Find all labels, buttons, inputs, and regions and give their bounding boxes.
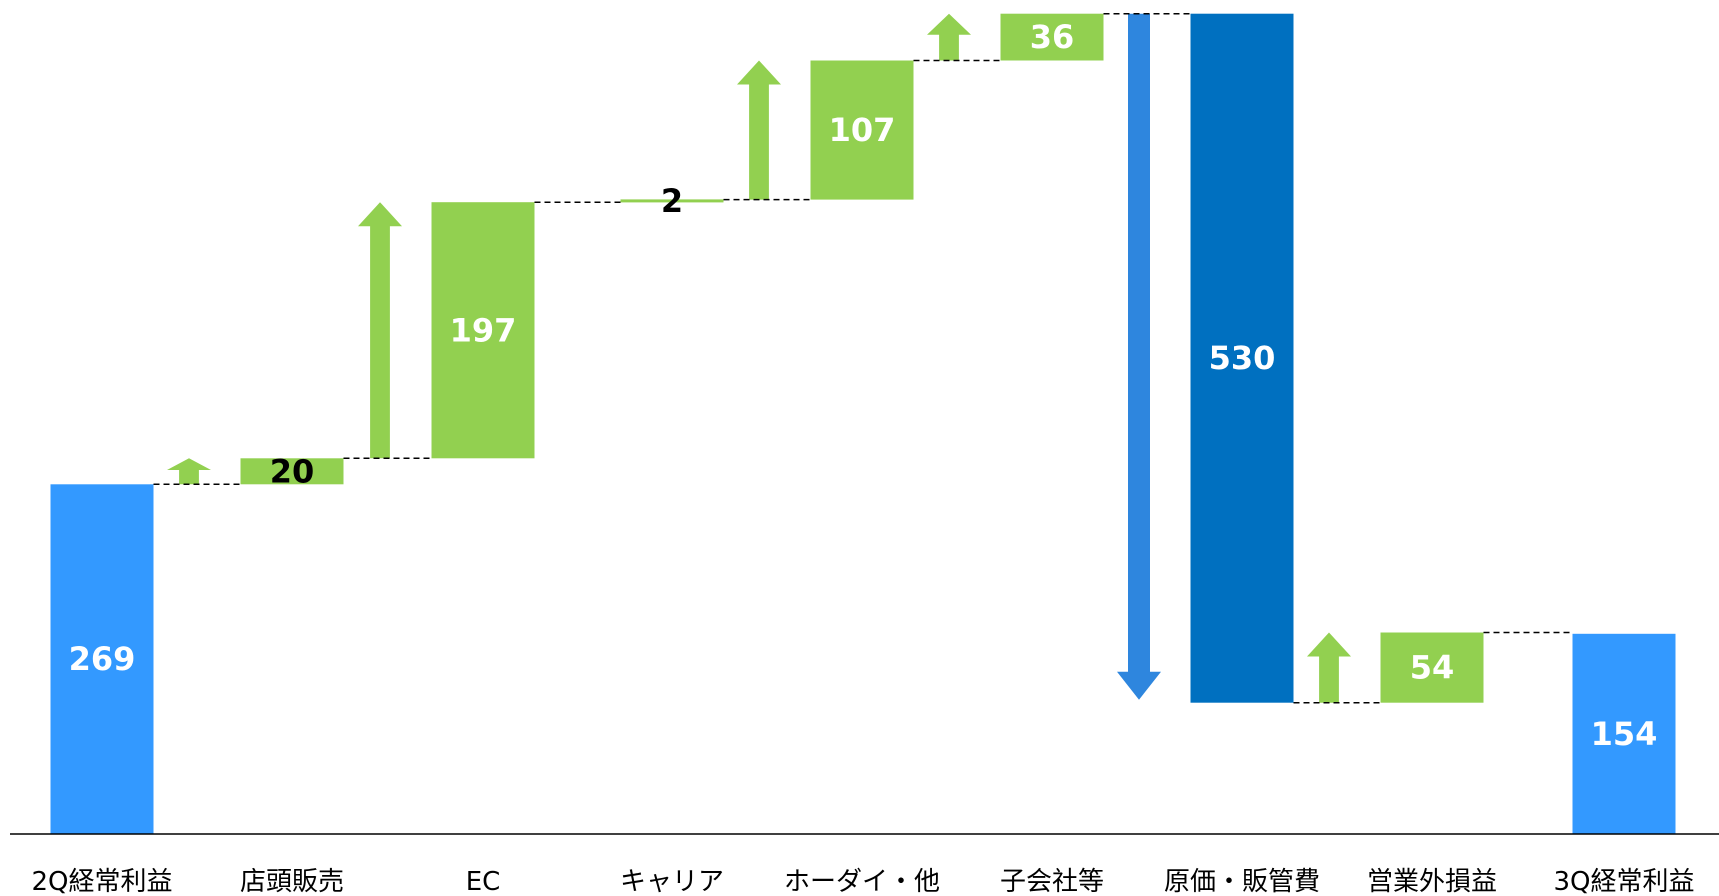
category-label-2: EC bbox=[466, 867, 501, 896]
bar-5 bbox=[1000, 13, 1104, 61]
increase-arrow-2 bbox=[358, 202, 402, 459]
bar-6 bbox=[1190, 13, 1294, 703]
bar-3 bbox=[620, 199, 724, 203]
bar-4 bbox=[810, 60, 914, 200]
bar-7 bbox=[1380, 632, 1484, 703]
increase-arrow-7 bbox=[1307, 632, 1351, 703]
category-label-7: 営業外損益 bbox=[1367, 867, 1497, 896]
category-label-6: 原価・販管費 bbox=[1164, 867, 1320, 896]
connectors-layer bbox=[153, 12, 1573, 704]
category-label-1: 店頭販売 bbox=[240, 867, 344, 896]
value-label-1: 20 bbox=[270, 452, 315, 490]
bar-2 bbox=[431, 202, 535, 459]
category-labels-layer: 2Q経常利益 店頭販売 EC キャリア ホーダイ・他 子会社等 原価・販管費 営業外損益 3Q経… bbox=[31, 867, 1694, 896]
bar-1 bbox=[240, 458, 344, 485]
increase-arrow-5 bbox=[927, 13, 971, 61]
category-label-3: キャリア bbox=[620, 867, 724, 896]
bar-8 bbox=[1572, 633, 1676, 834]
decrease-arrow-6 bbox=[1117, 13, 1161, 700]
value-label-7: 54 bbox=[1410, 649, 1455, 687]
value-label-0: 269 bbox=[69, 640, 136, 678]
category-label-4: ホーダイ・他 bbox=[784, 867, 940, 896]
value-labels-layer: 269 20 197 2 107 36 530 54 154 bbox=[69, 18, 1658, 753]
value-label-2: 197 bbox=[450, 311, 517, 349]
value-label-3: 2 bbox=[661, 182, 683, 220]
increase-arrow-4 bbox=[737, 60, 781, 200]
value-label-4: 107 bbox=[829, 111, 896, 149]
category-label-5: 子会社等 bbox=[1000, 867, 1104, 896]
value-label-5: 36 bbox=[1030, 18, 1075, 56]
value-label-8: 154 bbox=[1591, 715, 1658, 753]
increase-arrow-1 bbox=[167, 458, 211, 485]
bar-0 bbox=[50, 484, 154, 834]
value-label-6: 530 bbox=[1209, 339, 1276, 377]
arrows-layer bbox=[167, 13, 1351, 703]
bars-layer bbox=[50, 13, 1676, 834]
category-label-8: 3Q経常利益 bbox=[1553, 867, 1694, 896]
category-label-0: 2Q経常利益 bbox=[31, 867, 172, 896]
